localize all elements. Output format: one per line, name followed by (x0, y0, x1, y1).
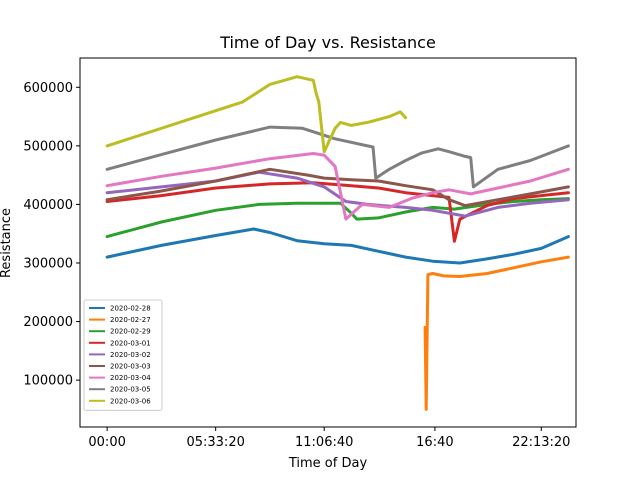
legend-label: 2020-03-06 (110, 397, 151, 405)
y-tick-label: 200000 (23, 315, 73, 330)
legend-label: 2020-02-29 (110, 328, 151, 336)
y-tick-label: 500000 (23, 139, 73, 154)
series-line-2020-03-05 (105, 125, 570, 189)
legend-box (83, 299, 163, 411)
series-line-2020-03-03 (105, 167, 570, 208)
y-tick-label: 300000 (23, 257, 73, 272)
series-line-2020-02-27 (423, 255, 570, 411)
chart-title: Time of Day vs. Resistance (219, 33, 436, 52)
x-axis: 00:00 05:33:20 11:06:40 16:40 22:13:20 (88, 427, 570, 450)
x-tick-label: 16:40 (416, 435, 453, 450)
x-axis-label: Time of Day (288, 456, 368, 471)
series-line-2020-02-28 (105, 227, 570, 265)
x-tick-label: 00:00 (88, 435, 125, 450)
legend-label: 2020-03-05 (110, 386, 151, 394)
legend-label: 2020-02-27 (110, 316, 151, 324)
y-axis-label: Resistance (0, 208, 14, 278)
series-layer (105, 75, 570, 411)
legend-label: 2020-03-04 (110, 374, 151, 382)
x-tick-label: 05:33:20 (186, 435, 244, 450)
y-tick-label: 100000 (23, 374, 73, 389)
y-tick-label: 400000 (23, 198, 73, 213)
series-line-2020-03-01 (105, 181, 570, 243)
series-line-2020-03-04 (105, 152, 570, 221)
y-axis: 100000 200000 300000 400000 500000 600000 (23, 81, 80, 389)
legend-label: 2020-03-03 (110, 363, 151, 371)
series-line-2020-03-06 (105, 75, 408, 154)
x-tick-label: 22:13:20 (512, 435, 570, 450)
legend-label: 2020-03-02 (110, 351, 151, 359)
y-tick-label: 600000 (23, 81, 73, 96)
legend-label: 2020-03-01 (110, 339, 151, 347)
plot-area-frame (79, 57, 577, 428)
legend: 2020-02-28 2020-02-27 2020-02-29 2020-03-01… (83, 299, 163, 411)
legend-label: 2020-02-28 (110, 305, 151, 313)
x-tick-label: 11:06:40 (295, 435, 353, 450)
